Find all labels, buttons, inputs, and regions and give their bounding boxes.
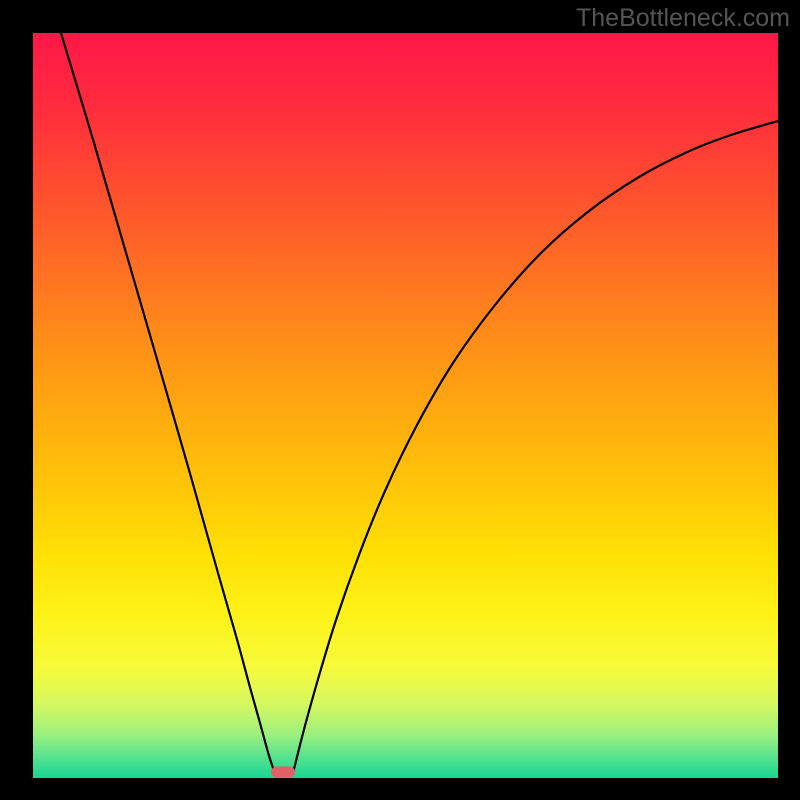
marker-pill bbox=[271, 767, 295, 778]
gradient-background bbox=[33, 33, 778, 778]
plot-svg bbox=[33, 33, 778, 778]
watermark-text: TheBottleneck.com bbox=[576, 4, 790, 33]
plot-area bbox=[33, 33, 778, 778]
figure-root: TheBottleneck.com bbox=[0, 0, 800, 800]
